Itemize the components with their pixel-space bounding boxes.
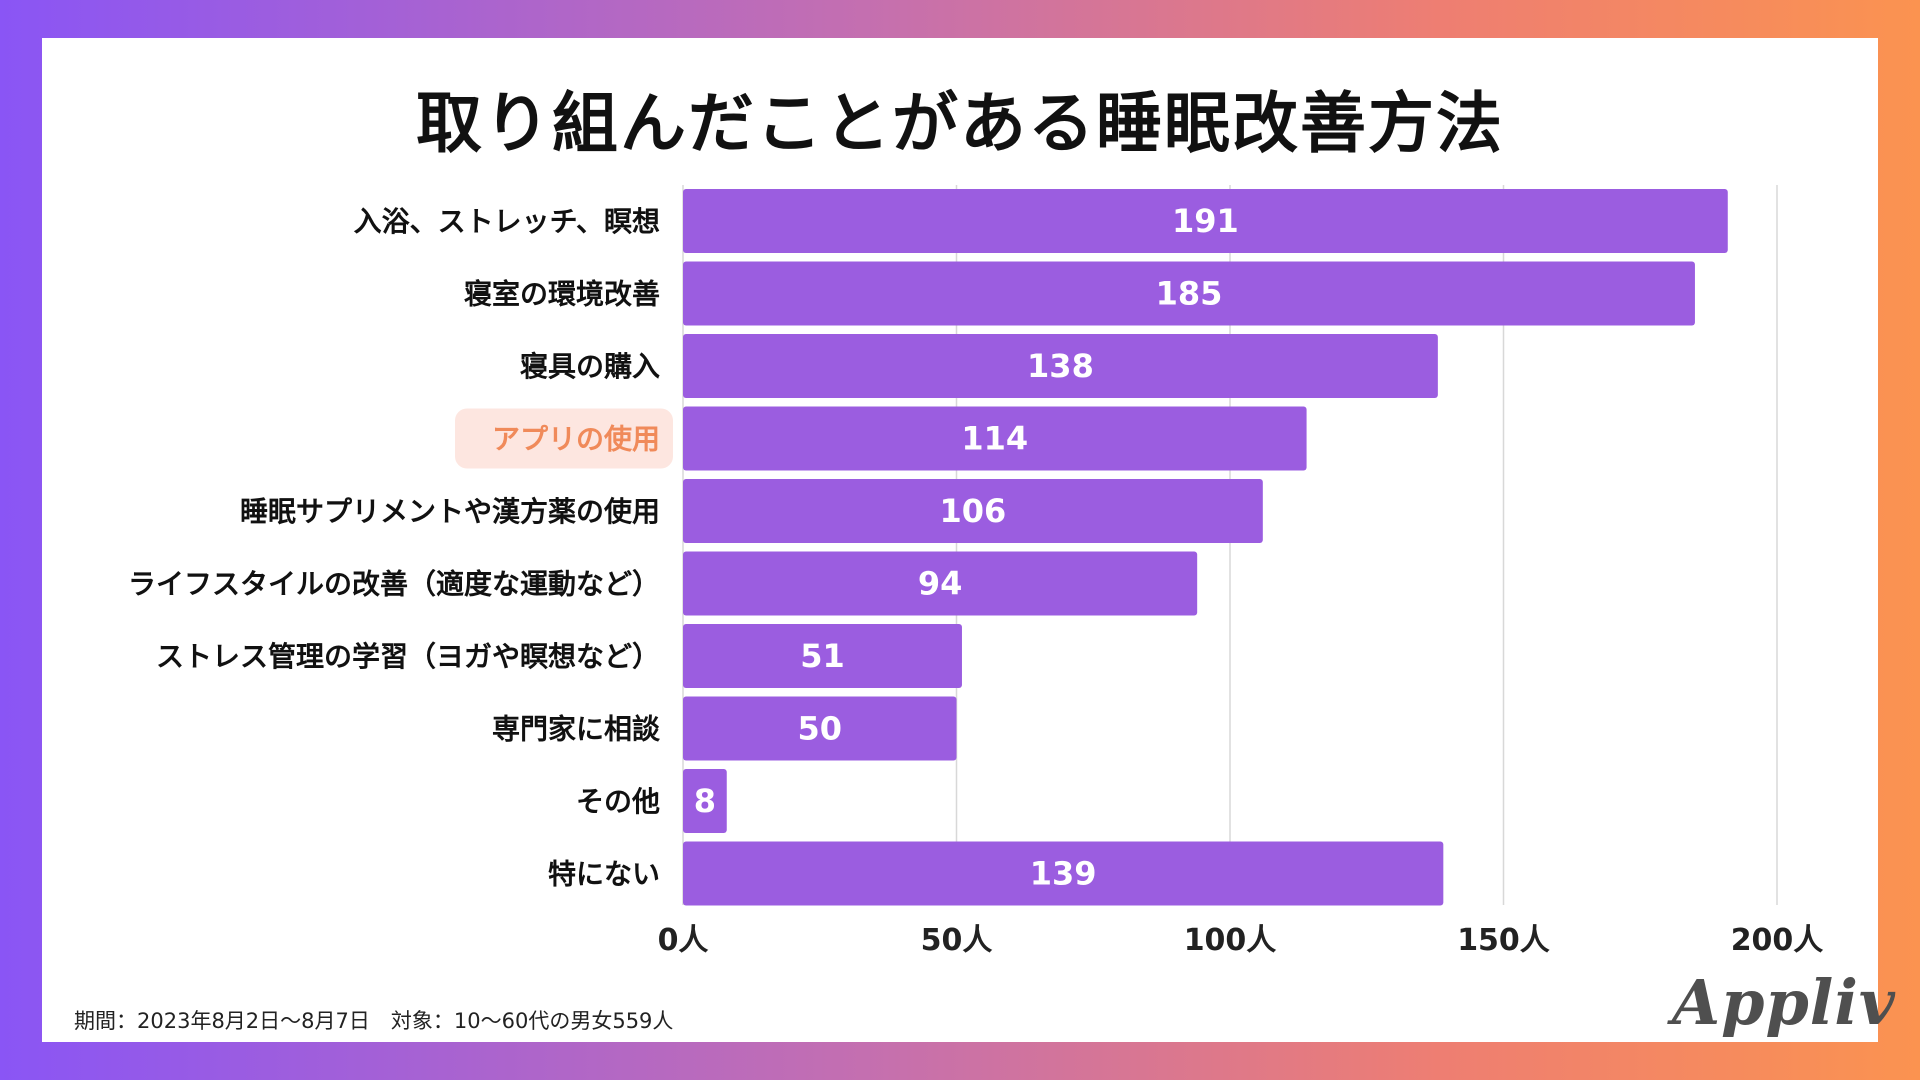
category-label: ライフスタイルの改善（適度な運動など） (128, 568, 660, 601)
bar (683, 769, 727, 833)
bar-value-label: 138 (1027, 347, 1094, 385)
bar-value-label: 191 (1172, 202, 1239, 240)
bar-value-label: 51 (800, 637, 845, 675)
chart-title: 取り組んだことがある睡眠改善方法 (416, 85, 1504, 162)
category-label: 特にない (548, 858, 660, 891)
bar-value-label: 94 (918, 565, 963, 603)
category-label: アプリの使用 (492, 423, 660, 456)
category-label: ストレス管理の学習（ヨガや瞑想など） (156, 640, 660, 673)
bar-value-label: 185 (1156, 275, 1223, 313)
x-tick-label: 150人 (1457, 923, 1550, 958)
x-tick-label: 50人 (921, 923, 993, 958)
category-label: その他 (576, 785, 660, 818)
bar-value-label: 8 (694, 782, 716, 820)
bar (683, 841, 1444, 906)
category-label: 寝室の環境改善 (464, 278, 660, 311)
applive-logo: Appliv (1672, 966, 1896, 1039)
category-label: 寝具の購入 (520, 350, 660, 383)
category-label: 睡眠サプリメントや漢方薬の使用 (240, 495, 660, 528)
survey-footnote: 期間：2023年8月2日〜8月7日 対象：10〜60代の男女559人 (74, 1009, 674, 1033)
highlight-badge (455, 408, 673, 469)
bar-value-label: 50 (797, 710, 842, 748)
bar (683, 189, 1728, 253)
bar (683, 479, 1263, 543)
bar (683, 696, 957, 761)
bar (683, 406, 1307, 471)
bar (683, 551, 1198, 616)
bar-value-label: 139 (1030, 855, 1097, 893)
bar-value-label: 114 (961, 420, 1028, 458)
bar (683, 334, 1438, 398)
x-tick-label: 100人 (1184, 923, 1277, 958)
bar (683, 624, 962, 688)
bar-value-label: 106 (940, 492, 1007, 530)
x-tick-label: 200人 (1731, 923, 1824, 958)
bar (683, 261, 1695, 326)
category-label: 入浴、ストレッチ、瞑想 (354, 205, 660, 238)
x-tick-label: 0人 (658, 923, 709, 958)
category-label: 専門家に相談 (492, 713, 661, 746)
